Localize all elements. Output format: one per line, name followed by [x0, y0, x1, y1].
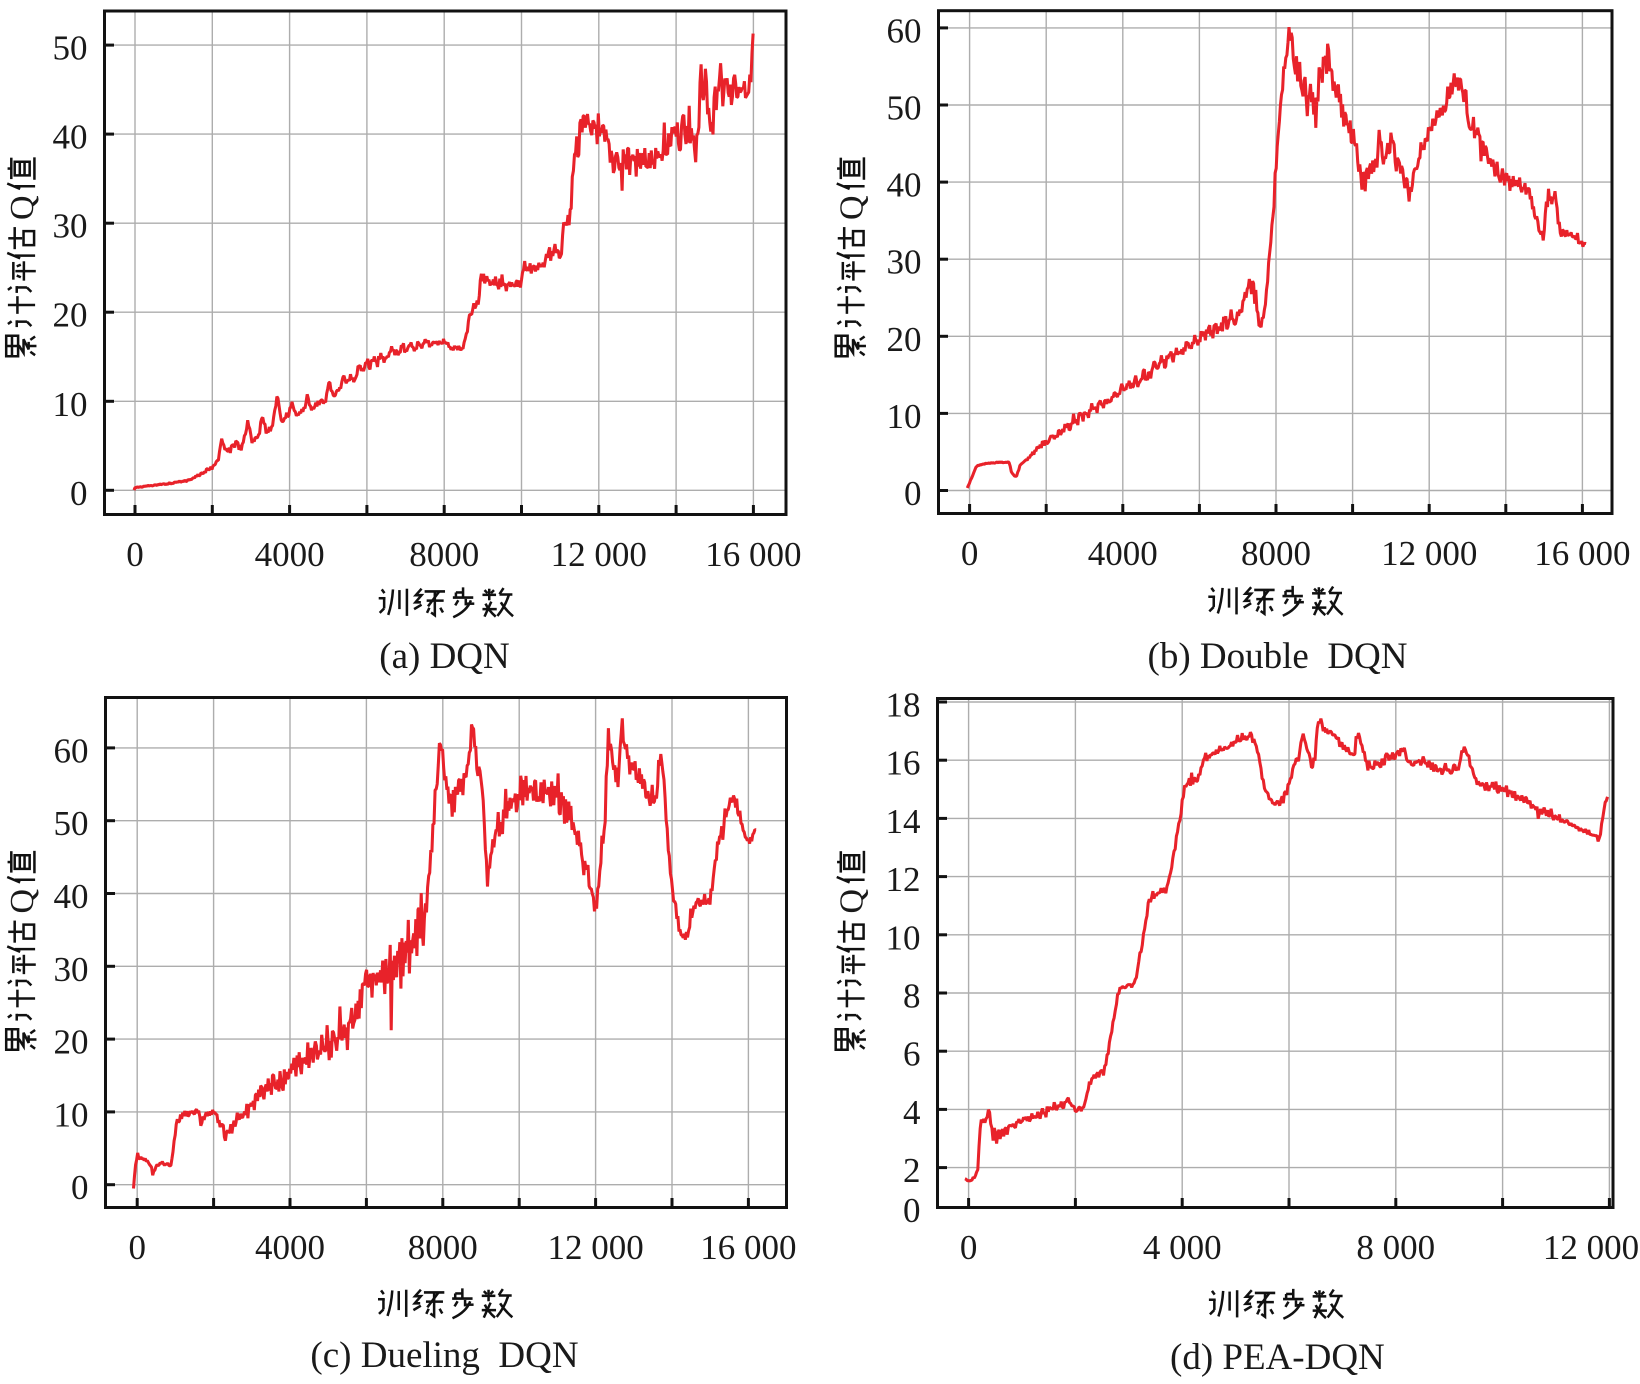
svg-text:6: 6 — [903, 1035, 921, 1074]
svg-text:12 000: 12 000 — [551, 535, 647, 574]
svg-text:16 000: 16 000 — [1534, 534, 1630, 573]
svg-text:Q: Q — [834, 889, 871, 914]
svg-text:2: 2 — [903, 1151, 921, 1190]
svg-text:(d) PEA-DQN: (d) PEA-DQN — [1170, 1337, 1385, 1378]
svg-text:(c) Dueling DQN: (c) Dueling DQN — [310, 1335, 578, 1376]
svg-text:60: 60 — [54, 731, 89, 770]
svg-text:12 000: 12 000 — [1381, 534, 1477, 573]
svg-text:12 000: 12 000 — [547, 1228, 643, 1267]
svg-text:50: 50 — [54, 804, 89, 843]
svg-text:40: 40 — [53, 118, 88, 157]
svg-text:20: 20 — [54, 1023, 89, 1062]
svg-text:4000: 4000 — [255, 1228, 325, 1267]
svg-text:8: 8 — [903, 977, 921, 1016]
svg-text:16 000: 16 000 — [705, 535, 801, 574]
svg-text:4 000: 4 000 — [1143, 1228, 1222, 1267]
svg-text:16 000: 16 000 — [700, 1228, 796, 1267]
svg-text:0: 0 — [128, 1228, 146, 1267]
svg-text:Q: Q — [4, 195, 41, 220]
svg-text:14: 14 — [886, 802, 921, 841]
svg-text:4000: 4000 — [255, 535, 325, 574]
svg-text:10: 10 — [886, 918, 921, 957]
svg-text:12 000: 12 000 — [1543, 1228, 1639, 1267]
svg-text:20: 20 — [53, 296, 88, 335]
svg-text:Q: Q — [4, 889, 41, 914]
svg-text:50: 50 — [887, 89, 922, 128]
svg-text:0: 0 — [71, 1168, 89, 1207]
svg-text:4: 4 — [903, 1093, 921, 1132]
svg-text:8 000: 8 000 — [1356, 1228, 1435, 1267]
svg-text:4000: 4000 — [1088, 534, 1158, 573]
svg-text:8000: 8000 — [1241, 534, 1311, 573]
svg-text:0: 0 — [903, 1191, 921, 1230]
svg-text:0: 0 — [70, 474, 88, 513]
svg-text:10: 10 — [887, 397, 922, 436]
svg-text:16: 16 — [886, 744, 921, 783]
svg-text:30: 30 — [53, 207, 88, 246]
svg-text:10: 10 — [54, 1095, 89, 1134]
svg-text:0: 0 — [126, 535, 144, 574]
svg-text:Q: Q — [834, 195, 871, 220]
svg-text:20: 20 — [887, 320, 922, 359]
svg-text:40: 40 — [54, 877, 89, 916]
svg-text:0: 0 — [961, 534, 979, 573]
svg-text:30: 30 — [54, 950, 89, 989]
svg-text:12: 12 — [886, 860, 921, 899]
svg-text:50: 50 — [53, 29, 88, 68]
svg-text:(b) Double DQN: (b) Double DQN — [1148, 636, 1408, 677]
svg-text:18: 18 — [886, 686, 921, 725]
svg-text:(a) DQN: (a) DQN — [379, 636, 509, 677]
svg-text:60: 60 — [887, 11, 922, 50]
svg-text:0: 0 — [960, 1228, 978, 1267]
svg-text:40: 40 — [887, 166, 922, 205]
svg-text:30: 30 — [887, 243, 922, 282]
svg-text:0: 0 — [904, 474, 922, 513]
svg-text:10: 10 — [53, 385, 88, 424]
svg-text:8000: 8000 — [408, 1228, 478, 1267]
svg-text:8000: 8000 — [409, 535, 479, 574]
